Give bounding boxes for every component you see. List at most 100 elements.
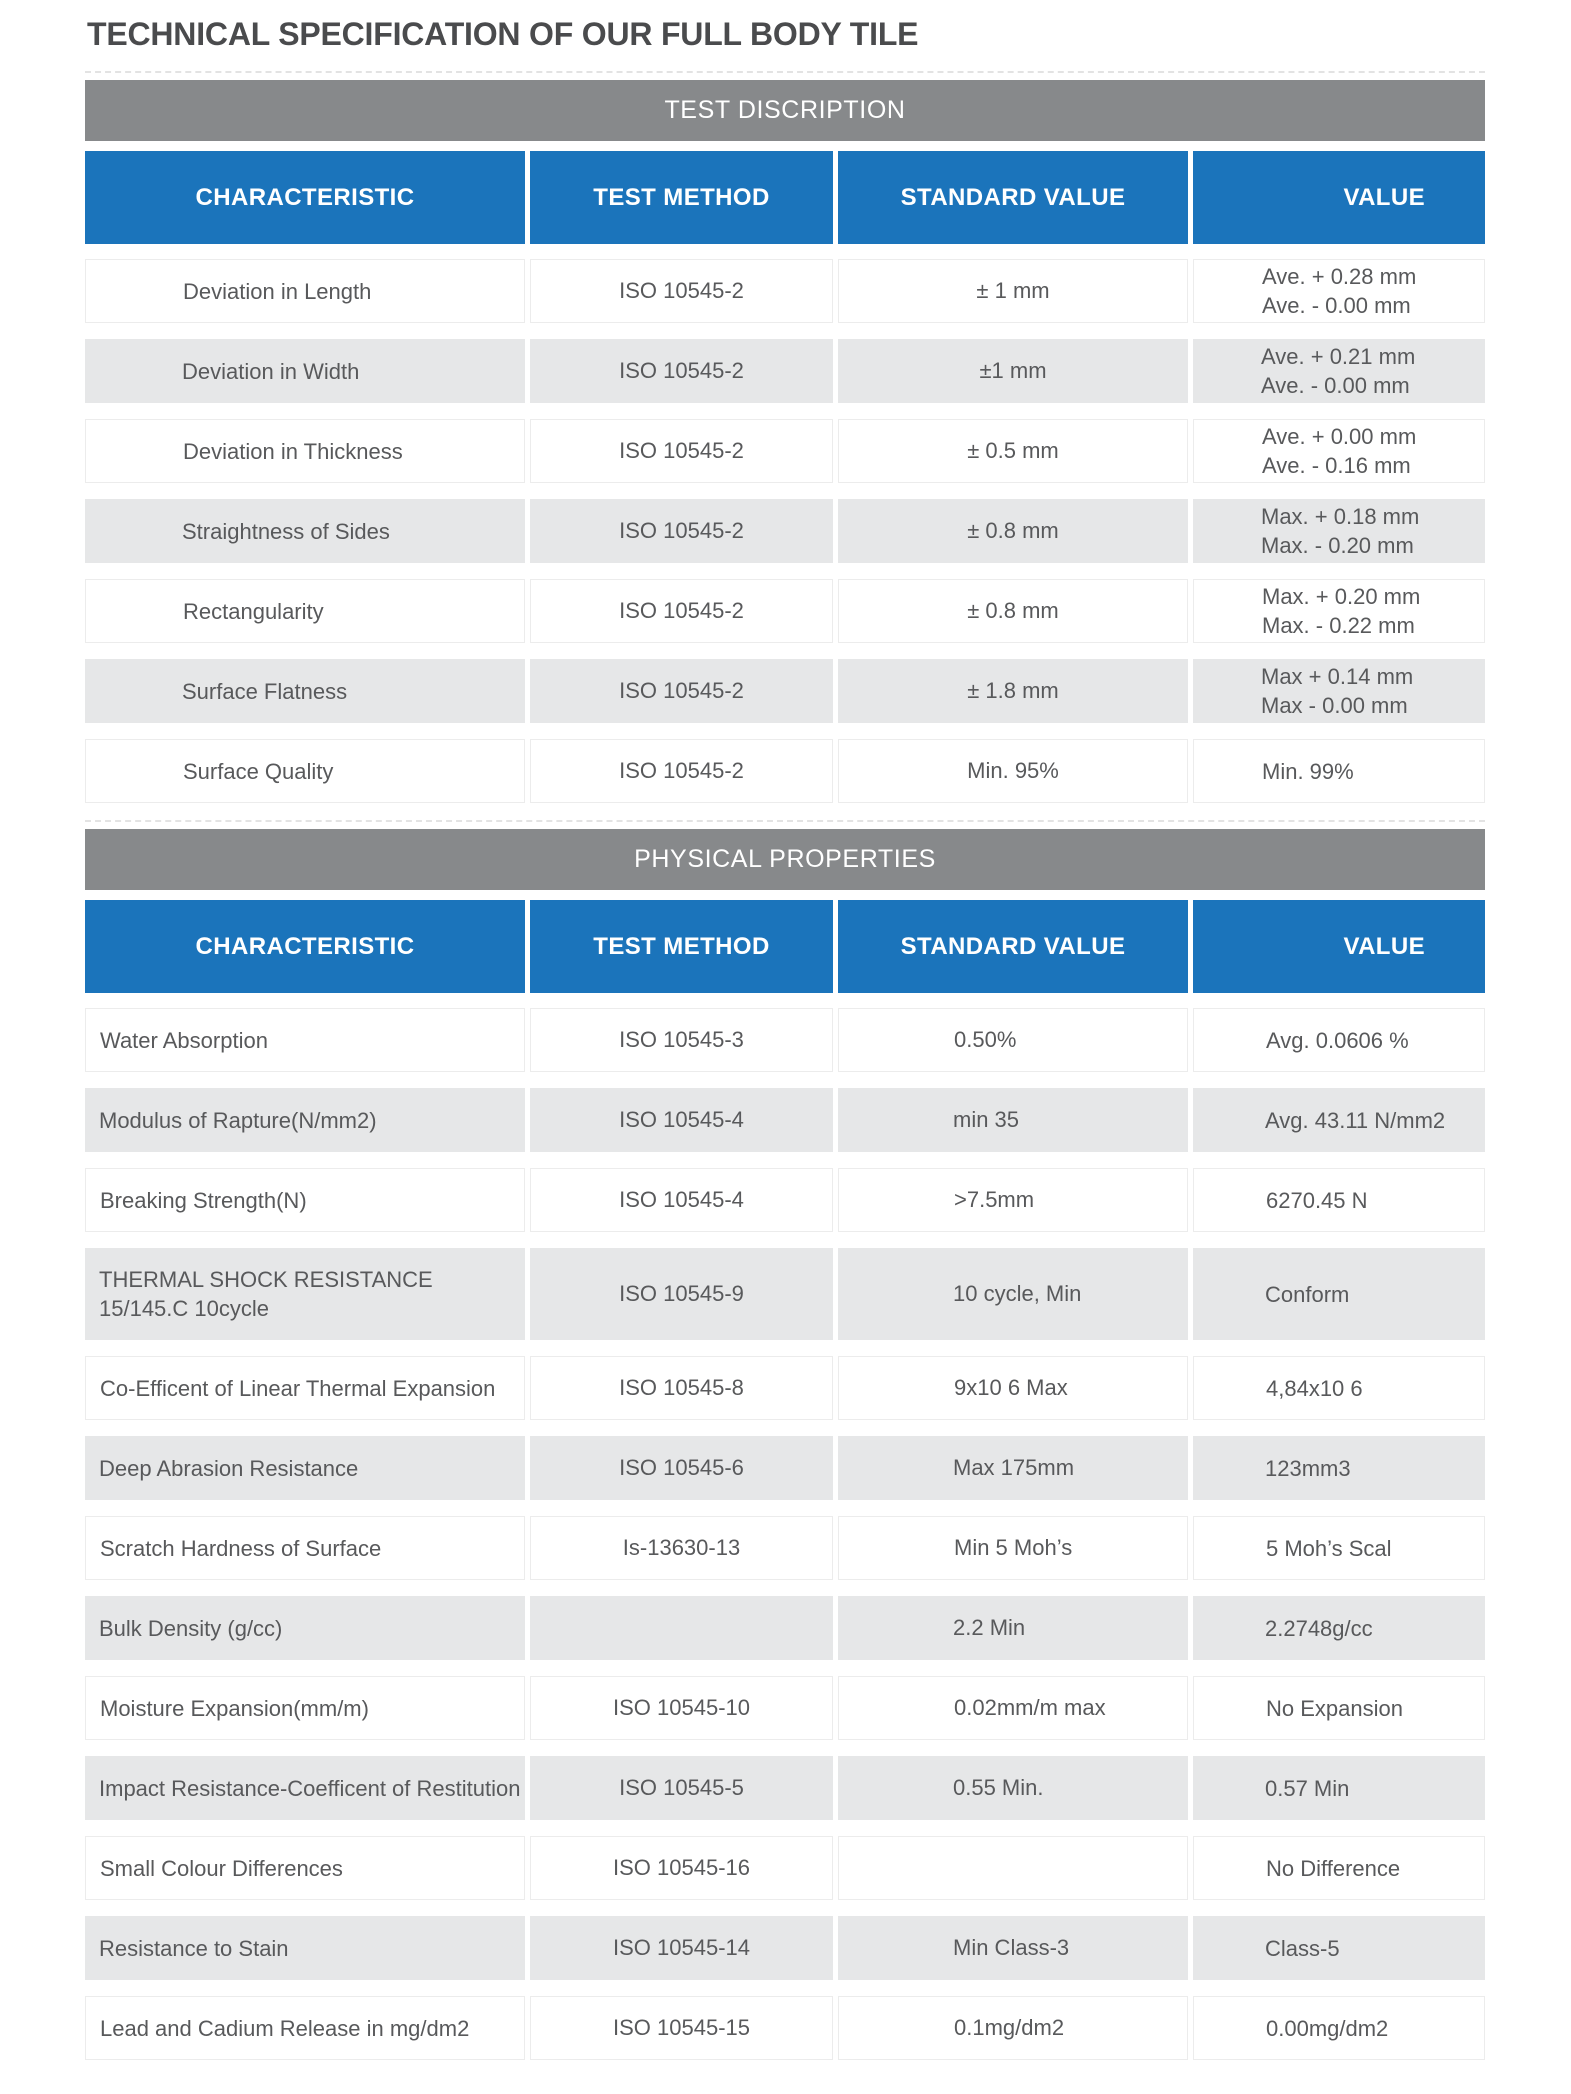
- value-text: 6270.45 N: [1266, 1186, 1368, 1215]
- value-text: Avg. 0.0606 %: [1266, 1026, 1409, 1055]
- value-text: No Difference: [1266, 1854, 1400, 1883]
- cell-standard-value: Min Class-3: [838, 1916, 1188, 1980]
- section-divider-rule: [85, 71, 1485, 73]
- value-text: 2.2748g/cc: [1265, 1614, 1373, 1643]
- table-body-test-description: Deviation in Length ISO 10545-2 ± 1 mm Ave.…: [85, 259, 1485, 803]
- characteristic-text: Bulk Density (g/cc): [99, 1614, 282, 1643]
- column-header-standard-value: STANDARD VALUE: [838, 151, 1188, 244]
- cell-characteristic: THERMAL SHOCK RESISTANCE 15/145.C 10cycle: [85, 1248, 525, 1340]
- cell-test-method: ISO 10545-2: [530, 659, 833, 723]
- column-header-value: VALUE: [1193, 151, 1485, 244]
- table-row: Deviation in Width ISO 10545-2 ±1 mm Ave. +…: [85, 339, 1485, 403]
- cell-standard-value: 9x10 6 Max: [838, 1356, 1188, 1420]
- value-text-line: Max + 0.14 mm: [1261, 664, 1414, 689]
- table-row: Rectangularity ISO 10545-2 ± 0.8 mm Max. + …: [85, 579, 1485, 643]
- cell-value: 0.00mg/dm2: [1193, 1996, 1485, 2060]
- value-text-line: Max. + 0.18 mm: [1261, 504, 1420, 529]
- value-text-line: Ave. - 0.16 mm: [1262, 453, 1411, 478]
- characteristic-text-line: Straightness of Sides: [182, 518, 390, 544]
- characteristic-text-line: Modulus of Rapture(N/mm2): [99, 1107, 377, 1133]
- table-row: Breaking Strength(N) ISO 10545-4 >7.5mm 627…: [85, 1168, 1485, 1232]
- cell-value: Max. + 0.20 mm Max. - 0.22 mm: [1193, 579, 1485, 643]
- characteristic-text-line: Co-Efficent of Linear Thermal Expansion: [100, 1375, 496, 1401]
- characteristic-text: THERMAL SHOCK RESISTANCE 15/145.C 10cycle: [99, 1265, 433, 1323]
- value-text-line: Min. 99%: [1262, 758, 1354, 784]
- cell-characteristic: Water Absorption: [85, 1008, 525, 1072]
- characteristic-text-line: Scratch Hardness of Surface: [100, 1535, 382, 1561]
- cell-standard-value: Min. 95%: [838, 739, 1188, 803]
- table-row: Surface Quality ISO 10545-2 Min. 95% Min. 9…: [85, 739, 1485, 803]
- table-row: Straightness of Sides ISO 10545-2 ± 0.8 mm…: [85, 499, 1485, 563]
- table-row: Co-Efficent of Linear Thermal Expansion I…: [85, 1356, 1485, 1420]
- value-text: Avg. 43.11 N/mm2: [1265, 1106, 1445, 1135]
- cell-characteristic: Surface Flatness: [85, 659, 525, 723]
- value-text: Min. 99%: [1262, 757, 1354, 786]
- value-text: 5 Moh’s Scal: [1266, 1534, 1392, 1563]
- value-text-line: Class-5: [1265, 1935, 1340, 1961]
- cell-characteristic: Rectangularity: [85, 579, 525, 643]
- cell-value: Conform: [1193, 1248, 1485, 1340]
- cell-value: No Difference: [1193, 1836, 1485, 1900]
- cell-test-method: ISO 10545-2: [530, 739, 833, 803]
- characteristic-text-line: Surface Flatness: [182, 678, 348, 704]
- cell-test-method: ISO 10545-4: [530, 1168, 833, 1232]
- cell-value: Min. 99%: [1193, 739, 1485, 803]
- value-text-line: Ave. + 0.00 mm: [1262, 424, 1417, 449]
- column-header-test-method: TEST METHOD: [530, 151, 833, 244]
- characteristic-text: Deviation in Length: [183, 277, 371, 306]
- characteristic-text: Scratch Hardness of Surface: [100, 1534, 381, 1563]
- column-header-characteristic: CHARACTERISTIC: [85, 151, 525, 244]
- characteristic-text-line: Surface Quality: [183, 758, 334, 784]
- cell-value: 4,84x10 6: [1193, 1356, 1485, 1420]
- section-banner-test-description: TEST DISCRIPTION: [85, 80, 1485, 141]
- value-text-line: Ave. + 0.21 mm: [1261, 344, 1416, 369]
- characteristic-text: Impact Resistance-Coefficent of Restitut…: [99, 1774, 520, 1803]
- cell-characteristic: Impact Resistance-Coefficent of Restitut…: [85, 1756, 525, 1820]
- characteristic-text: Rectangularity: [183, 597, 324, 626]
- cell-standard-value: >7.5mm: [838, 1168, 1188, 1232]
- characteristic-text: Surface Flatness: [182, 677, 347, 706]
- cell-standard-value: Max 175mm: [838, 1436, 1188, 1500]
- value-text-line: 6270.45 N: [1266, 1187, 1368, 1213]
- table-row: Small Colour Differences ISO 10545-16 No D…: [85, 1836, 1485, 1900]
- characteristic-text: Breaking Strength(N): [100, 1186, 307, 1215]
- characteristic-text-line: Bulk Density (g/cc): [99, 1615, 283, 1641]
- characteristic-text-line: 15/145.C 10cycle: [99, 1296, 269, 1321]
- table-row: Moisture Expansion(mm/m) ISO 10545-10 0.02…: [85, 1676, 1485, 1740]
- value-text: 0.00mg/dm2: [1266, 2014, 1388, 2043]
- table-row: Impact Resistance-Coefficent of Restitut…: [85, 1756, 1485, 1820]
- cell-characteristic: Deviation in Width: [85, 339, 525, 403]
- cell-test-method: ISO 10545-4: [530, 1088, 833, 1152]
- characteristic-text-line: Deviation in Thickness: [183, 438, 403, 464]
- cell-value: 2.2748g/cc: [1193, 1596, 1485, 1660]
- table-row: Surface Flatness ISO 10545-2 ± 1.8 mm Max +…: [85, 659, 1485, 723]
- characteristic-text-line: Small Colour Differences: [100, 1855, 343, 1881]
- cell-test-method: ISO 10545-2: [530, 419, 833, 483]
- cell-standard-value: min 35: [838, 1088, 1188, 1152]
- cell-standard-value: ± 0.8 mm: [838, 579, 1188, 643]
- value-text-line: 4,84x10 6: [1266, 1375, 1363, 1401]
- cell-standard-value: [838, 1836, 1188, 1900]
- cell-test-method: ISO 10545-14: [530, 1916, 833, 1980]
- cell-value: Avg. 43.11 N/mm2: [1193, 1088, 1485, 1152]
- cell-characteristic: Lead and Cadium Release in mg/dm2: [85, 1996, 525, 2060]
- column-header-standard-value: STANDARD VALUE: [838, 900, 1188, 993]
- table-row: Modulus of Rapture(N/mm2) ISO 10545-4 min …: [85, 1088, 1485, 1152]
- value-text-line: Avg. 0.0606 %: [1266, 1027, 1409, 1053]
- cell-standard-value: Min 5 Moh’s: [838, 1516, 1188, 1580]
- table-row: Resistance to Stain ISO 10545-14 Min Class…: [85, 1916, 1485, 1980]
- value-text: Max. + 0.18 mm Max. - 0.20 mm: [1261, 502, 1419, 560]
- cell-value: Ave. + 0.00 mm Ave. - 0.16 mm: [1193, 419, 1485, 483]
- cell-test-method: ISO 10545-5: [530, 1756, 833, 1820]
- characteristic-text: Co-Efficent of Linear Thermal Expansion: [100, 1374, 495, 1403]
- characteristic-text: Deviation in Width: [182, 357, 359, 386]
- value-text: 123mm3: [1265, 1454, 1351, 1483]
- table-row: Deviation in Length ISO 10545-2 ± 1 mm Ave.…: [85, 259, 1485, 323]
- value-text: No Expansion: [1266, 1694, 1403, 1723]
- cell-test-method: ISO 10545-8: [530, 1356, 833, 1420]
- cell-standard-value: 2.2 Min: [838, 1596, 1188, 1660]
- cell-test-method: ISO 10545-2: [530, 579, 833, 643]
- table-row: Scratch Hardness of Surface Is-13630-13 Mi…: [85, 1516, 1485, 1580]
- cell-test-method: ISO 10545-3: [530, 1008, 833, 1072]
- characteristic-text-line: Impact Resistance-Coefficent of Restitut…: [99, 1775, 521, 1801]
